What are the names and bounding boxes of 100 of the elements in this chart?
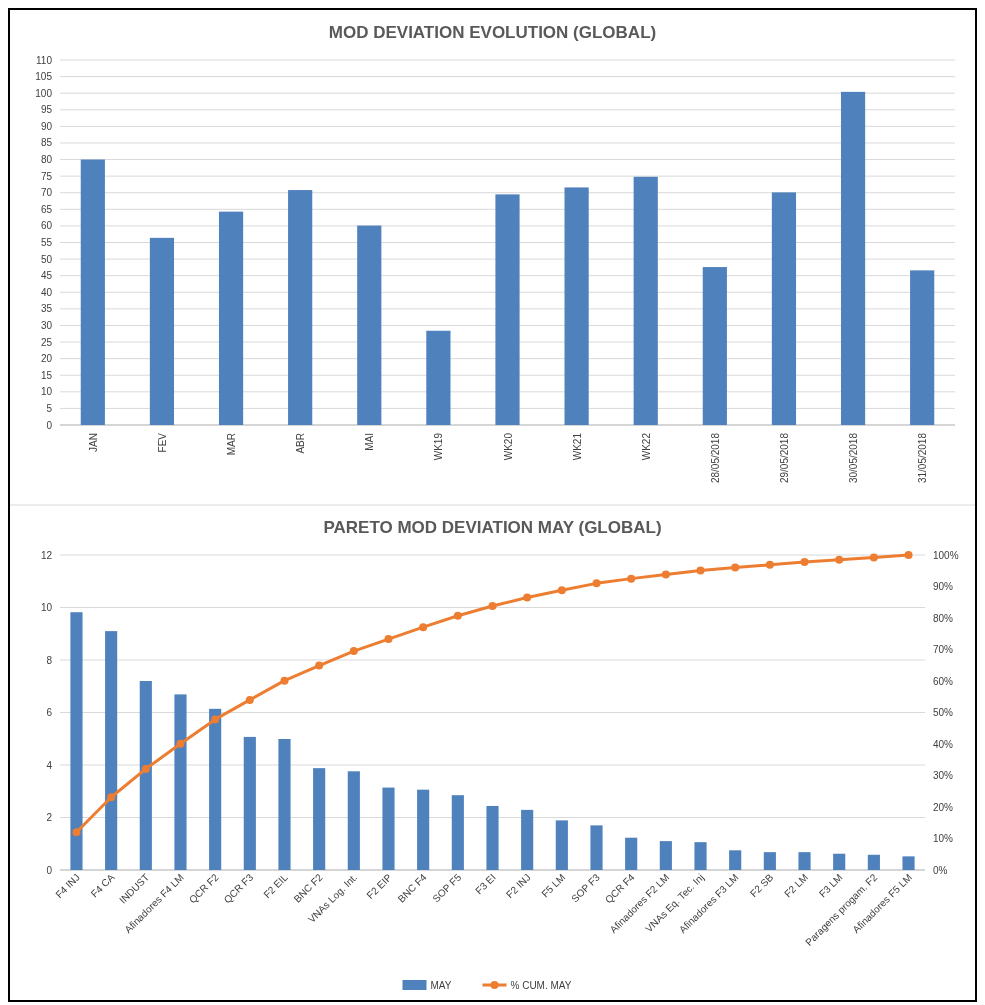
point <box>523 593 532 602</box>
bar <box>209 708 222 870</box>
x-tick-label: F2 SB <box>747 871 776 900</box>
bar <box>659 841 672 870</box>
bar <box>243 736 256 870</box>
bar <box>486 805 499 870</box>
bar <box>149 237 175 425</box>
y2-tick-label: 60% <box>933 675 954 687</box>
point <box>627 574 636 583</box>
y-tick-label: 85 <box>40 137 53 149</box>
y2-tick-label: 0% <box>933 864 948 876</box>
bar <box>771 192 797 425</box>
bar <box>633 176 658 425</box>
bar <box>729 850 742 870</box>
x-tick-label: 28/05/2018 <box>709 432 721 484</box>
y-tick-label: 10 <box>40 602 53 613</box>
x-tick-label: F3 LM <box>816 871 845 900</box>
point <box>557 586 566 595</box>
y-tick-label: 2 <box>46 812 53 823</box>
y-tick-label: 35 <box>40 303 53 315</box>
bar <box>80 159 105 425</box>
point <box>349 647 358 656</box>
y-tick-label: 100 <box>35 87 53 99</box>
y2-tick-label: 50% <box>933 707 954 718</box>
point <box>904 551 913 559</box>
point <box>141 764 150 773</box>
y2-tick-label: 90% <box>933 581 954 592</box>
bar <box>694 842 707 870</box>
point <box>800 557 809 566</box>
x-tick-label: ABR <box>295 433 307 454</box>
bar <box>702 267 727 425</box>
bar <box>70 612 83 870</box>
y-tick-label: 5 <box>46 402 53 414</box>
point <box>453 611 462 620</box>
point <box>280 676 289 685</box>
point <box>384 635 393 644</box>
x-tick-label: WK22 <box>640 432 652 461</box>
x-tick-label: F2 INJ <box>503 871 533 901</box>
point <box>315 661 324 670</box>
y-tick-label: 12 <box>40 549 53 561</box>
y-tick-label: 110 <box>36 54 53 66</box>
y-tick-label: 55 <box>40 237 53 248</box>
point <box>661 570 670 579</box>
y-tick-label: 15 <box>40 369 53 381</box>
y-tick-label: 0 <box>46 864 53 876</box>
y2-tick-label: 40% <box>933 738 954 750</box>
point <box>176 739 185 748</box>
point <box>869 553 878 562</box>
bar <box>564 187 589 425</box>
y-tick-label: 45 <box>40 270 53 282</box>
x-tick-label: F3 EI <box>473 871 498 897</box>
x-tick-label: F5 LM <box>539 871 568 900</box>
bar <box>288 190 313 425</box>
chart-title: PARETO MOD DEVIATION MAY (GLOBAL) <box>323 518 662 537</box>
bar <box>625 837 638 870</box>
point <box>419 623 428 632</box>
y2-tick-label: 10% <box>933 833 954 844</box>
bar <box>313 768 326 870</box>
bar <box>840 91 866 425</box>
y2-tick-label: 20% <box>933 801 954 813</box>
point <box>107 793 116 802</box>
y-tick-label: 0 <box>46 419 53 431</box>
y-tick-label: 90 <box>40 120 53 132</box>
bar <box>521 809 534 870</box>
bar <box>174 694 187 870</box>
point <box>835 555 844 564</box>
bar <box>357 225 382 425</box>
bar <box>833 853 846 870</box>
y-tick-label: 30 <box>40 319 53 331</box>
legend-label: % CUM. MAY <box>510 979 572 991</box>
x-tick-label: F4 CA <box>88 871 117 900</box>
bar <box>555 820 568 870</box>
bar <box>218 211 244 425</box>
x-tick-label: WK21 <box>571 432 583 461</box>
y-tick-label: 20 <box>40 353 53 365</box>
y-tick-label: 70 <box>40 187 53 199</box>
bar <box>902 856 915 870</box>
point <box>765 560 774 569</box>
x-tick-label: 30/05/2018 <box>848 432 860 484</box>
y2-tick-label: 100% <box>933 549 959 561</box>
bar <box>910 270 935 425</box>
bar <box>798 852 811 870</box>
y-tick-label: 10 <box>40 386 53 398</box>
x-tick-label: MAI <box>364 433 376 451</box>
bar <box>347 771 360 870</box>
bar <box>426 330 451 425</box>
y-tick-label: 95 <box>40 104 53 116</box>
bar <box>382 787 395 870</box>
bar <box>278 739 291 870</box>
point <box>731 563 740 572</box>
x-tick-label: WK19 <box>433 432 445 461</box>
x-tick-label: 29/05/2018 <box>778 432 790 484</box>
point <box>592 579 601 588</box>
point <box>696 566 705 575</box>
x-tick-label: F2 LM <box>782 871 810 900</box>
x-tick-label: FEV <box>156 432 168 453</box>
point <box>211 715 220 724</box>
x-tick-label: MAR <box>226 433 238 456</box>
bar <box>451 795 464 870</box>
bar <box>139 681 152 870</box>
